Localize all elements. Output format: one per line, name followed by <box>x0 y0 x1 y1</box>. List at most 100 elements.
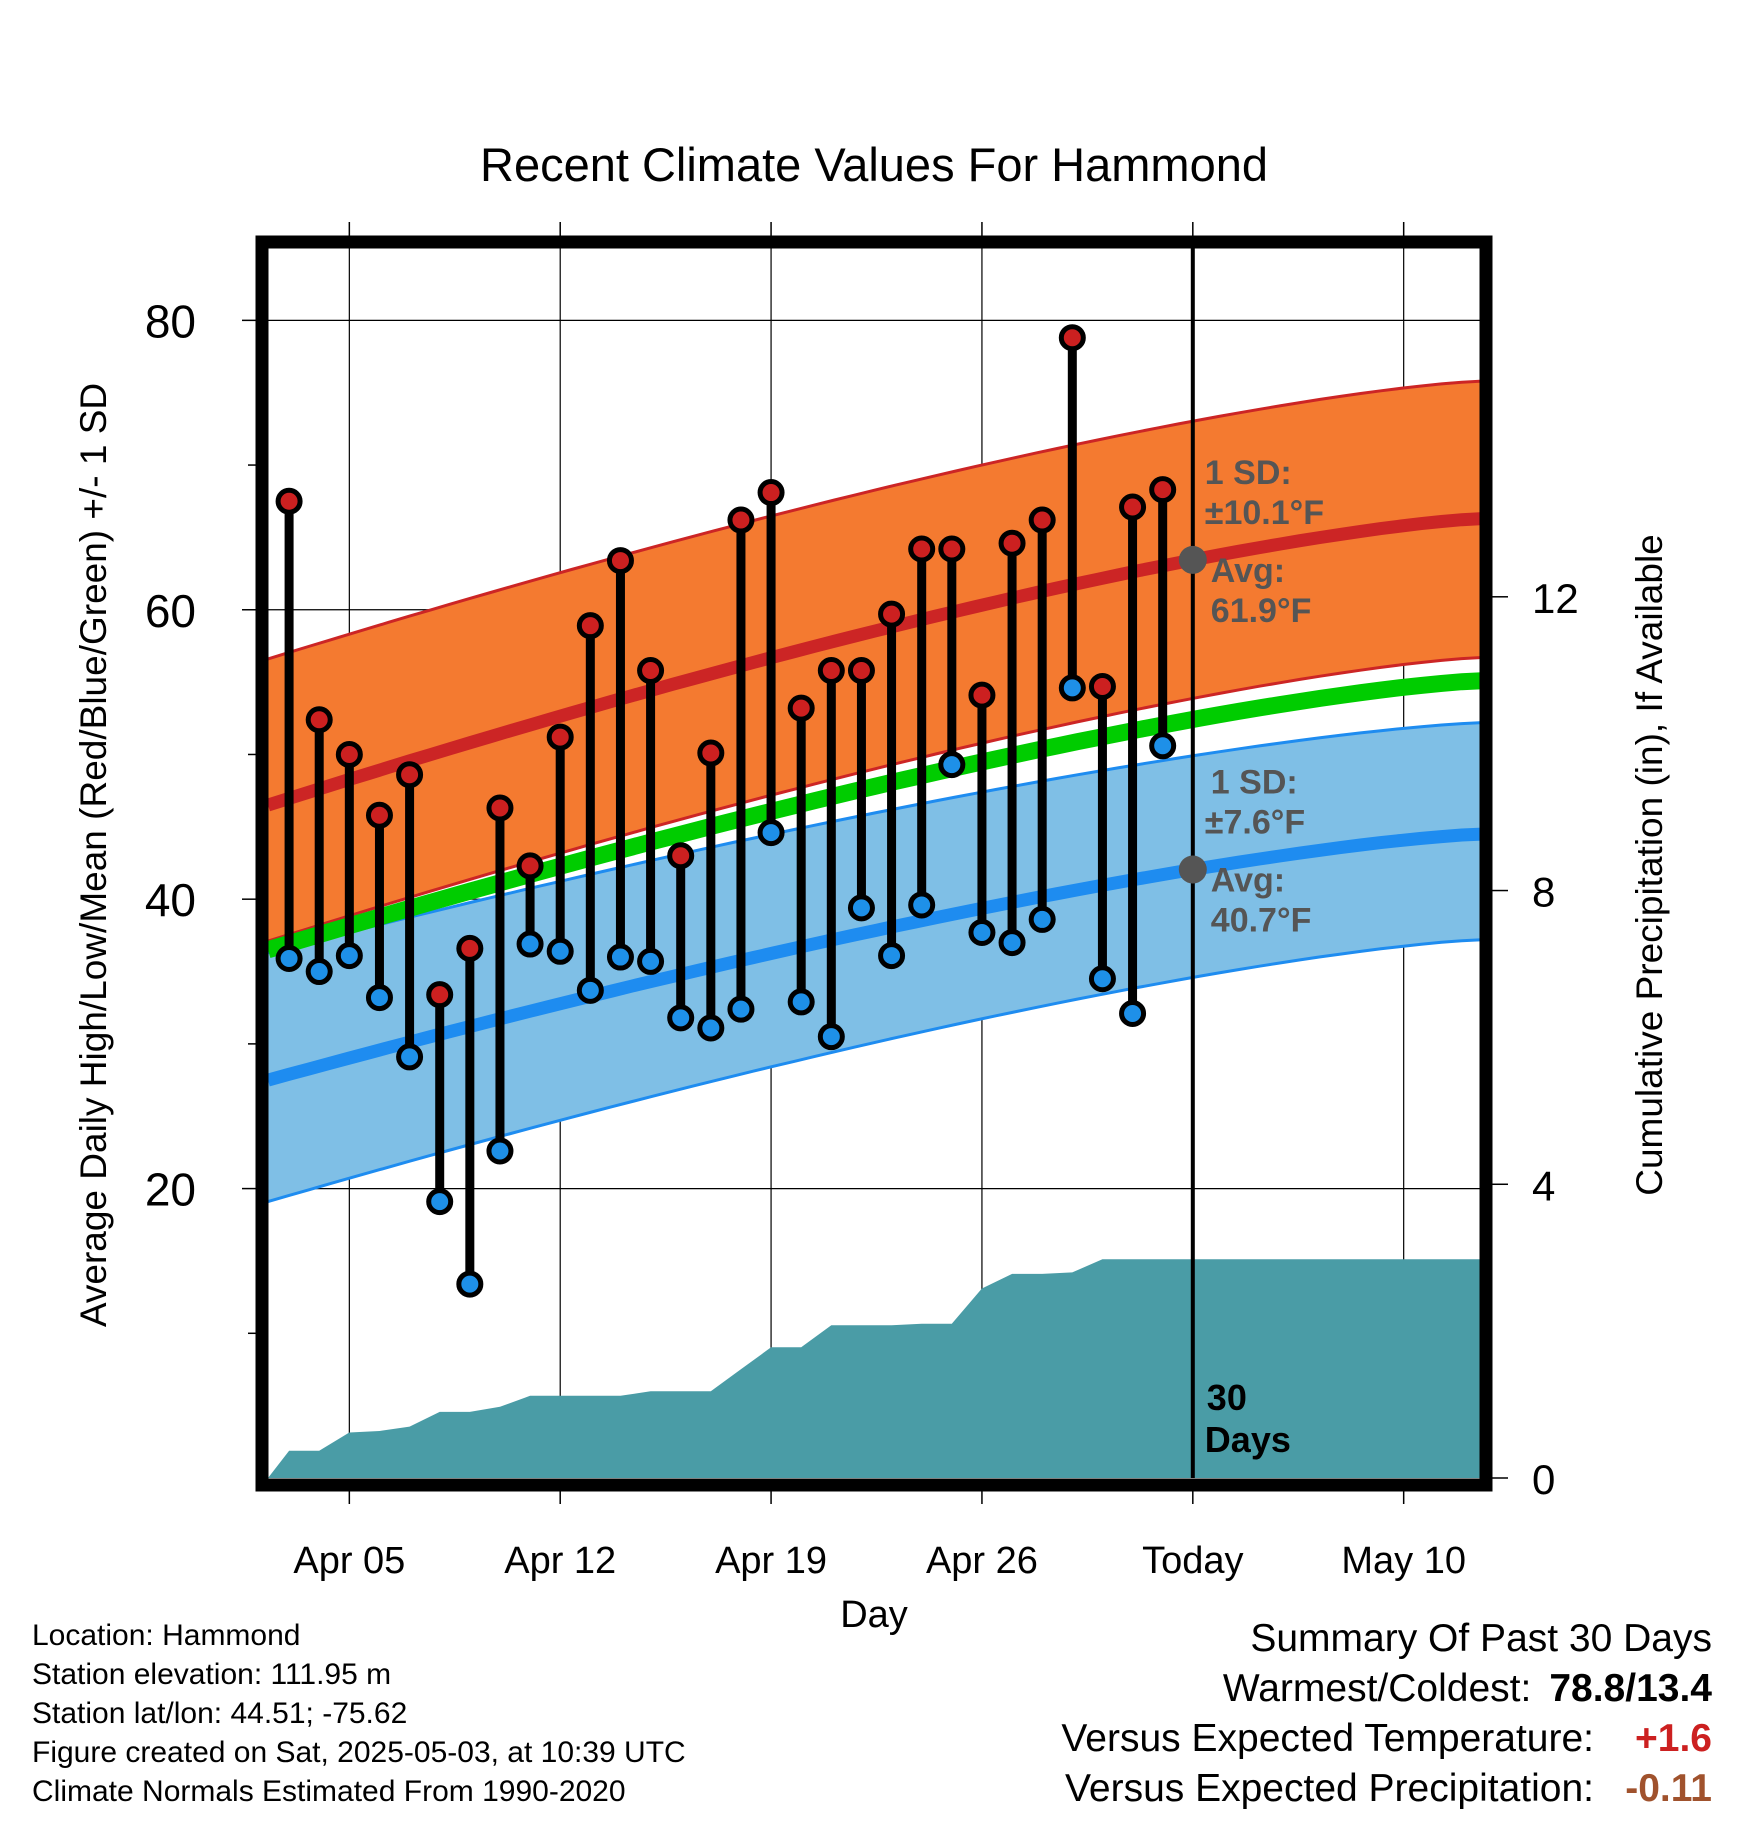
high-band-lower-edge <box>268 656 1482 943</box>
y2-tick-label: 0 <box>1532 1456 1555 1503</box>
low-avg-value: 40.7°F <box>1211 902 1312 940</box>
plot-frame <box>255 235 1493 1492</box>
daily-high-point <box>1088 672 1116 700</box>
high-sd-value: ±10.1°F <box>1205 494 1324 532</box>
daily-high-point <box>938 535 966 563</box>
high-sd-label: 1 SD: <box>1205 454 1292 492</box>
normals-text: Climate Normals Estimated From 1990-2020 <box>32 1775 626 1808</box>
normal-high-line <box>268 512 1482 812</box>
daily-high-point <box>757 479 785 507</box>
daily-high-point <box>968 681 996 709</box>
daily-low-point <box>576 976 604 1004</box>
daily-high-point <box>576 612 604 640</box>
daily-low-point <box>1119 999 1147 1027</box>
y-tick-label: 40 <box>145 874 196 926</box>
low-avg-marker <box>1178 855 1207 884</box>
warm-cold-label: Warmest/Coldest: <box>1222 1667 1532 1710</box>
daily-low-point <box>365 984 393 1012</box>
daily-low-point <box>1088 965 1116 993</box>
summary-panel: Summary Of Past 30 Days Warmest/Coldest:… <box>1061 1614 1712 1814</box>
y2-axis-label: Cumulative Precipitation (in), If Availa… <box>1629 534 1670 1196</box>
daily-low-point <box>817 1023 845 1051</box>
x-tick-label: May 10 <box>1341 1540 1466 1582</box>
daily-low-point <box>727 995 755 1023</box>
daily-high-point <box>637 657 665 685</box>
summary-title: Summary Of Past 30 Days <box>1250 1617 1712 1660</box>
daily-high-point <box>426 981 454 1009</box>
summary-warm-cold: Warmest/Coldest: 78.8/13.4 <box>1061 1664 1712 1714</box>
daily-low-point <box>667 1004 695 1032</box>
daily-high-point <box>998 529 1026 557</box>
y-axis-label: Average Daily High/Low/Mean (Red/Blue/Gr… <box>73 383 114 1327</box>
station-info: Location: Hammond Station elevation: 111… <box>32 1616 686 1811</box>
daily-low-point <box>637 947 665 975</box>
high-sd-band <box>268 381 1482 942</box>
y2-tick-label: 12 <box>1532 575 1579 622</box>
high-avg-marker <box>1178 545 1207 574</box>
daily-low-point <box>546 937 574 965</box>
daily-low-point <box>486 1137 514 1165</box>
high-band-upper-edge <box>268 379 1482 661</box>
x-tick-label: Apr 19 <box>715 1540 827 1582</box>
warm-cold-value: 78.8/13.4 <box>1549 1667 1712 1710</box>
y2-tick-label: 8 <box>1532 869 1555 916</box>
x-tick-label: Apr 05 <box>293 1540 405 1582</box>
daily-low-point <box>1149 732 1177 760</box>
daily-low-point <box>697 1014 725 1042</box>
days-word-label: Days <box>1205 1419 1291 1460</box>
daily-low-point <box>275 945 303 973</box>
location-text: Location: Hammond <box>32 1619 301 1652</box>
low-sd-label: 1 SD: <box>1211 764 1298 802</box>
daily-high-point <box>697 739 725 767</box>
daily-high-point <box>667 842 695 870</box>
daily-low-point <box>938 751 966 779</box>
daily-low-point <box>968 918 996 946</box>
daily-low-point <box>847 894 875 922</box>
low-sd-band <box>268 722 1482 1202</box>
high-avg-label: Avg: <box>1211 552 1285 590</box>
daily-high-point <box>486 794 514 822</box>
daily-high-point <box>275 487 303 515</box>
y-tick-label: 80 <box>145 295 196 347</box>
created-text: Figure created on Sat, 2025-05-03, at 10… <box>32 1736 686 1769</box>
daily-low-point <box>516 930 544 958</box>
latlon-text: Station lat/lon: 44.51; -75.62 <box>32 1697 408 1730</box>
x-axis-label: Day <box>840 1594 908 1636</box>
daily-low-point <box>396 1043 424 1071</box>
daily-low-point <box>606 943 634 971</box>
high-avg-value: 61.9°F <box>1211 592 1312 630</box>
daily-low-point <box>305 958 333 986</box>
daily-low-point <box>426 1188 454 1216</box>
daily-high-point <box>516 852 544 880</box>
daily-high-point <box>456 934 484 962</box>
daily-high-point <box>1119 493 1147 521</box>
daily-low-point <box>1028 905 1056 933</box>
y-tick-label: 20 <box>145 1164 196 1216</box>
elevation-text: Station elevation: 111.95 m <box>32 1658 392 1691</box>
daily-low-point <box>335 942 363 970</box>
y2-tick-label: 4 <box>1532 1162 1555 1209</box>
daily-high-point <box>606 547 634 575</box>
daily-high-point <box>727 506 755 534</box>
daily-high-point <box>908 535 936 563</box>
temp-value: +1.6 <box>1635 1717 1712 1760</box>
x-tick-label: Today <box>1142 1540 1243 1582</box>
normal-mean-line <box>268 672 1482 958</box>
low-avg-label: Avg: <box>1211 862 1285 900</box>
daily-low-point <box>456 1270 484 1298</box>
x-tick-label: Apr 12 <box>504 1540 616 1582</box>
daily-low-point <box>998 929 1026 957</box>
daily-low-point <box>908 891 936 919</box>
y-tick-label: 60 <box>145 585 196 637</box>
daily-high-point <box>787 694 815 722</box>
low-band-upper-edge <box>268 721 1482 955</box>
daily-high-point <box>396 761 424 789</box>
daily-high-point <box>1028 506 1056 534</box>
low-sd-value: ±7.6°F <box>1205 804 1305 842</box>
daily-high-point <box>1058 324 1086 352</box>
daily-high-point <box>878 600 906 628</box>
daily-low-point <box>878 942 906 970</box>
precip-area <box>268 1259 1482 1478</box>
chart-title: Recent Climate Values For Hammond <box>480 138 1268 191</box>
